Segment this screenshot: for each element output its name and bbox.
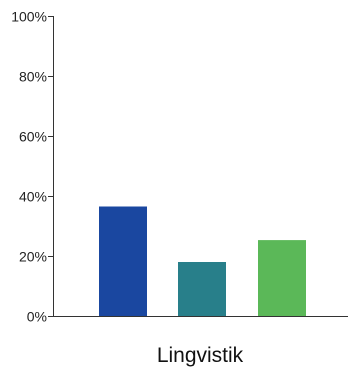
bar-1 bbox=[99, 206, 147, 316]
y-tick-label: 60% bbox=[19, 129, 47, 145]
y-tick-label: 0% bbox=[27, 309, 47, 325]
y-tick-label: 40% bbox=[19, 189, 47, 205]
bars bbox=[99, 206, 306, 316]
bar-3 bbox=[258, 240, 306, 316]
y-tick-label: 80% bbox=[19, 69, 47, 85]
bar-2 bbox=[178, 262, 226, 316]
y-tick-label: 20% bbox=[19, 249, 47, 265]
x-category-label: Lingvistik bbox=[157, 344, 244, 367]
y-axis-ticks: 0% 20% 40% 60% 80% 100% bbox=[11, 9, 53, 325]
y-tick-label: 100% bbox=[11, 9, 47, 25]
